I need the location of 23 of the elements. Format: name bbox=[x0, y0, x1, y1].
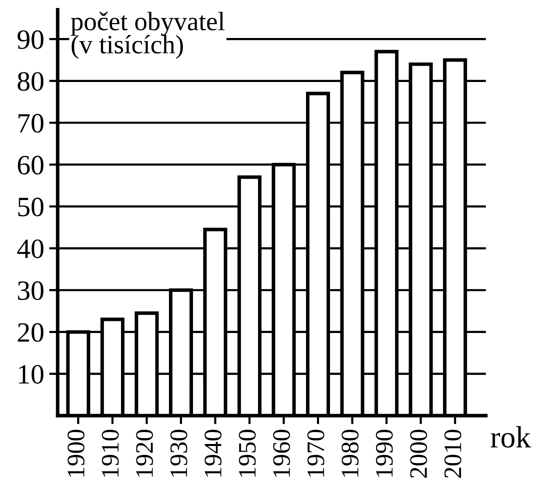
x-tick-label: 1980 bbox=[342, 430, 359, 477]
x-tick-label: 2010 bbox=[444, 430, 462, 478]
y-tick-label: 80 bbox=[18, 72, 44, 91]
x-tick-label: 1990 bbox=[376, 430, 393, 477]
y-tick-label: 10 bbox=[19, 364, 44, 384]
y-axis-title: počet obyvatel (v tisících) bbox=[70, 12, 225, 59]
y-tick-label: 20 bbox=[18, 323, 44, 342]
x-tick-label: 1920 bbox=[136, 430, 153, 477]
x-tick-label: 1960 bbox=[273, 430, 290, 477]
x-tick-label: 2000 bbox=[410, 430, 428, 478]
y-tick-label: 30 bbox=[18, 281, 44, 300]
x-tick-label: 1970 bbox=[307, 430, 324, 477]
y-tick-label: 70 bbox=[18, 114, 44, 133]
x-tick-label: 1900 bbox=[68, 430, 84, 477]
y-tick-label: 40 bbox=[17, 239, 44, 258]
x-tick-label: 1910 bbox=[102, 430, 119, 477]
x-tick-label: 1940 bbox=[204, 430, 222, 477]
x-tick-label: 1950 bbox=[238, 430, 256, 477]
x-tick-label: 1930 bbox=[170, 430, 188, 477]
y-tick-label: 60 bbox=[18, 156, 44, 175]
y-tick-label: 50 bbox=[18, 198, 44, 216]
x-axis-title: rok bbox=[490, 426, 531, 448]
y-tick-label: 90 bbox=[18, 30, 44, 49]
